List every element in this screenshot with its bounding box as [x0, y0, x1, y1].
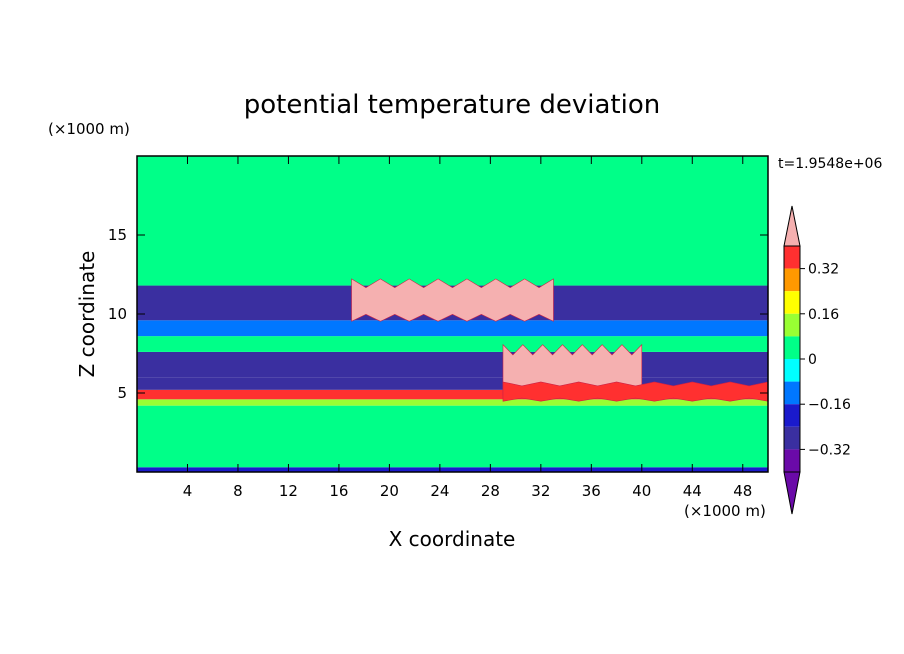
heatmap-band [137, 336, 768, 352]
x-tick-label: 44 [683, 482, 702, 500]
time-label: t=1.9548e+06 [778, 156, 882, 172]
y-axis: 5 10 15 [108, 226, 768, 402]
colorbar-segment [784, 449, 800, 472]
chart-title: potential temperature deviation [244, 90, 660, 120]
x-axis: 4 8 12 16 20 24 28 32 36 40 44 48 [183, 156, 752, 500]
x-tick-label: 36 [582, 482, 601, 500]
heatmap-feature-plume [351, 278, 554, 322]
heatmap-features [351, 278, 768, 402]
heatmap-feature-red-layer [502, 381, 768, 402]
colorbar-segment [784, 336, 800, 359]
y-axis-label: Z coordinate [75, 251, 99, 378]
heatmap-band [137, 399, 768, 406]
x-axis-label: X coordinate [389, 527, 516, 551]
x-tick-label: 20 [380, 482, 399, 500]
heatmap-band [137, 467, 768, 472]
heatmap-band [137, 389, 768, 400]
x-tick-label: 28 [481, 482, 500, 500]
y-tick-label: 15 [108, 226, 127, 244]
colorbar-segment [784, 404, 800, 427]
colorbar-over-triangle [783, 205, 801, 247]
y-units-label: (×1000 m) [48, 120, 130, 138]
x-tick-label: 16 [329, 482, 348, 500]
colorbar-segment [784, 313, 800, 337]
colorbar-tick-label: 0.32 [808, 262, 839, 278]
heatmap-band [137, 351, 768, 378]
x-tick-label: 24 [430, 482, 449, 500]
x-tick-label: 8 [233, 482, 243, 500]
y-tick-label: 10 [108, 305, 127, 323]
x-tick-label: 32 [531, 482, 550, 500]
colorbar-tick-label: −0.32 [808, 442, 851, 458]
colorbar-tick-label: −0.16 [808, 397, 851, 413]
heatmap-band [137, 320, 768, 337]
colorbar-tick-label: 0.16 [808, 307, 839, 323]
colorbar-tick-label: 0 [808, 352, 817, 368]
x-tick-label: 12 [279, 482, 298, 500]
colorbar: 0.32 0.16 0 −0.16 −0.32 [783, 205, 851, 515]
colorbar-segment [784, 246, 800, 269]
heatmap-band [137, 156, 768, 286]
x-units-label: (×1000 m) [684, 502, 766, 520]
x-tick-label: 4 [183, 482, 193, 500]
x-tick-label: 40 [632, 482, 651, 500]
colorbar-under-triangle [783, 471, 801, 515]
y-tick-label: 5 [117, 384, 127, 402]
x-tick-label: 48 [733, 482, 752, 500]
colorbar-segment [784, 426, 800, 450]
heatmap-band [137, 405, 768, 468]
colorbar-segment [784, 268, 800, 292]
colorbar-segment [784, 359, 800, 382]
colorbar-segment [784, 381, 800, 405]
colorbar-segment [784, 291, 800, 314]
